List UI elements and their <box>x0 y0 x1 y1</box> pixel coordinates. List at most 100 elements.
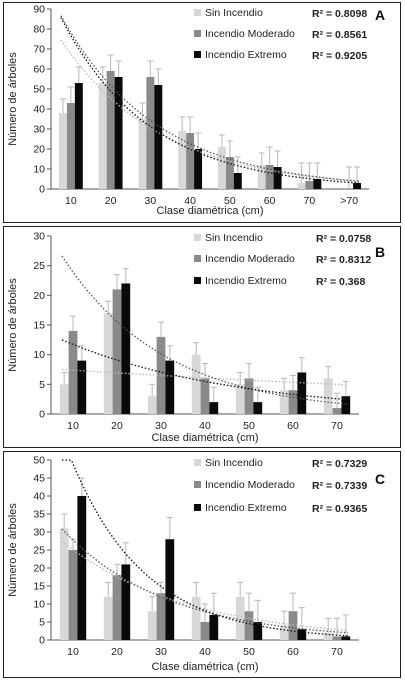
bar-incendio-extremo-4 <box>253 622 263 640</box>
y-tick-label: 90 <box>33 4 45 16</box>
x-tick-label: 10 <box>67 420 79 432</box>
bar-incendio-moderado-5 <box>288 390 298 414</box>
legend-label-incendio-moderado: Incendio Moderado <box>205 253 295 265</box>
x-tick-label: 60 <box>264 195 276 207</box>
x-tick-label: 30 <box>155 420 167 432</box>
chart-svg-b: 0 5 10 15 20 25 30 10 20 30 40 50 60 70 Clase diamétri… <box>7 231 385 445</box>
x-tick-label: 20 <box>105 195 117 207</box>
legend-swatch-sin-incendio <box>194 234 201 241</box>
trendline-incendio-extremo <box>61 339 349 401</box>
trendline-incendio-extremo <box>62 459 349 637</box>
bar-incendio-extremo-3 <box>209 614 219 640</box>
bar-incendio-moderado-5 <box>288 611 298 640</box>
y-axis-title: Número de árboles <box>7 52 19 146</box>
legend-swatch-incendio-moderado <box>194 30 201 37</box>
bar-incendio-extremo-2 <box>154 85 163 189</box>
bar-sin-incendio-2 <box>147 396 157 414</box>
bar-incendio-extremo-0 <box>77 496 87 640</box>
y-tick-label: 15 <box>33 320 45 332</box>
bar-incendio-moderado-6 <box>332 636 342 640</box>
bar-sin-incendio-5 <box>279 625 289 640</box>
r-squared-label: R² = 0.0758 <box>316 233 371 245</box>
bar-incendio-extremo-3 <box>194 149 203 189</box>
r-squared-label: R² = 0.8561 <box>312 29 367 41</box>
bar-incendio-moderado-3 <box>200 378 210 414</box>
legend-swatch-sin-incendio <box>194 9 201 16</box>
bar-sin-incendio-1 <box>98 83 107 189</box>
y-axis-title: Número de árboles <box>7 278 19 372</box>
bar-incendio-extremo-2 <box>165 360 175 414</box>
legend-label-incendio-moderado: Incendio Moderado <box>205 479 295 491</box>
bar-incendio-moderado-4 <box>244 611 254 640</box>
y-tick-label: 25 <box>33 260 45 272</box>
legend-swatch-incendio-extremo <box>194 51 201 58</box>
legend-swatch-incendio-moderado <box>194 255 201 262</box>
bar-sin-incendio-3 <box>191 354 201 414</box>
r-squared-label: R² = 0.7339 <box>312 480 367 492</box>
legend-swatch-incendio-moderado <box>194 481 201 488</box>
bar-incendio-extremo-5 <box>273 167 282 189</box>
trendline-incendio-moderado <box>60 15 360 182</box>
x-tick-label: 40 <box>199 646 211 658</box>
y-tick-label: 60 <box>33 64 45 76</box>
chart-panel-a: 0 10 20 30 40 50 60 70 80 90 10 20 30 40 50 60 70 >70 Clas… <box>3 2 401 223</box>
legend-label-incendio-extremo: Incendio Extremo <box>205 275 287 287</box>
x-tick-label: 40 <box>199 420 211 432</box>
chart-panel-b: 0 5 10 15 20 25 30 10 20 30 40 50 60 70 Clase diamétri… <box>3 226 401 448</box>
y-tick-label: 30 <box>33 231 45 243</box>
bar-sin-incendio-4 <box>235 384 245 414</box>
r-squared-label: R² = 0.9365 <box>312 503 367 515</box>
bar-incendio-extremo-4 <box>233 173 242 189</box>
bar-sin-incendio-6 <box>323 632 333 640</box>
legend-swatch-incendio-extremo <box>194 277 201 284</box>
panel-label: C <box>375 471 385 487</box>
bar-sin-incendio-2 <box>147 611 157 640</box>
bar-incendio-extremo-6 <box>341 396 351 414</box>
y-tick-label: 40 <box>33 104 45 116</box>
r-squared-label: R² = 0.8312 <box>316 254 371 266</box>
y-tick-label: 10 <box>33 599 45 611</box>
x-tick-label: 30 <box>155 646 167 658</box>
x-tick-label: 30 <box>145 195 157 207</box>
bar-incendio-moderado-5 <box>265 165 274 189</box>
bar-incendio-extremo-4 <box>253 402 263 414</box>
bar-sin-incendio-1 <box>103 596 113 640</box>
x-tick-label: 10 <box>65 195 77 207</box>
x-tick-label: 70 <box>331 420 343 432</box>
bar-incendio-extremo-7 <box>353 183 362 189</box>
chart-panel-c: 0 5 10 15 20 25 30 35 40 45 50 10 20 30 40 50 60 70 Clase … <box>3 451 401 678</box>
y-tick-label: 50 <box>33 455 45 467</box>
bar-sin-incendio-6 <box>297 183 306 189</box>
bar-sin-incendio-3 <box>191 596 201 640</box>
y-tick-label: 5 <box>39 617 45 629</box>
trendline-sin-incendio <box>61 540 349 631</box>
x-tick-label: 40 <box>184 195 196 207</box>
x-tick-label: 50 <box>224 195 236 207</box>
trendline-incendio-moderado <box>61 255 349 405</box>
bar-incendio-moderado-1 <box>106 71 115 189</box>
bar-incendio-moderado-0 <box>68 330 78 414</box>
x-tick-label: 60 <box>287 420 299 432</box>
bar-sin-incendio-0 <box>59 384 69 414</box>
y-axis-title: Número de árboles <box>7 503 19 597</box>
y-tick-label: 30 <box>33 527 45 539</box>
trendline-sin-incendio <box>61 368 349 386</box>
y-tick-label: 70 <box>33 44 45 56</box>
panel-label: B <box>375 244 385 260</box>
x-tick-label: 20 <box>111 420 123 432</box>
legend-label-incendio-extremo: Incendio Extremo <box>205 502 287 514</box>
trendline-incendio-extremo <box>60 17 360 184</box>
y-tick-label: 10 <box>33 349 45 361</box>
bar-incendio-moderado-4 <box>244 378 254 414</box>
y-tick-label: 15 <box>33 581 45 593</box>
bar-incendio-moderado-2 <box>146 77 155 189</box>
bar-incendio-extremo-2 <box>165 539 175 640</box>
y-tick-label: 30 <box>33 124 45 136</box>
bar-incendio-moderado-6 <box>332 408 342 414</box>
y-tick-label: 35 <box>33 509 45 521</box>
legend-label-sin-incendio: Sin Incendio <box>205 457 263 469</box>
r-squared-label: R² = 0.7329 <box>312 458 367 470</box>
x-tick-label: 70 <box>304 195 316 207</box>
y-tick-label: 0 <box>39 184 45 196</box>
bar-sin-incendio-4 <box>235 596 245 640</box>
